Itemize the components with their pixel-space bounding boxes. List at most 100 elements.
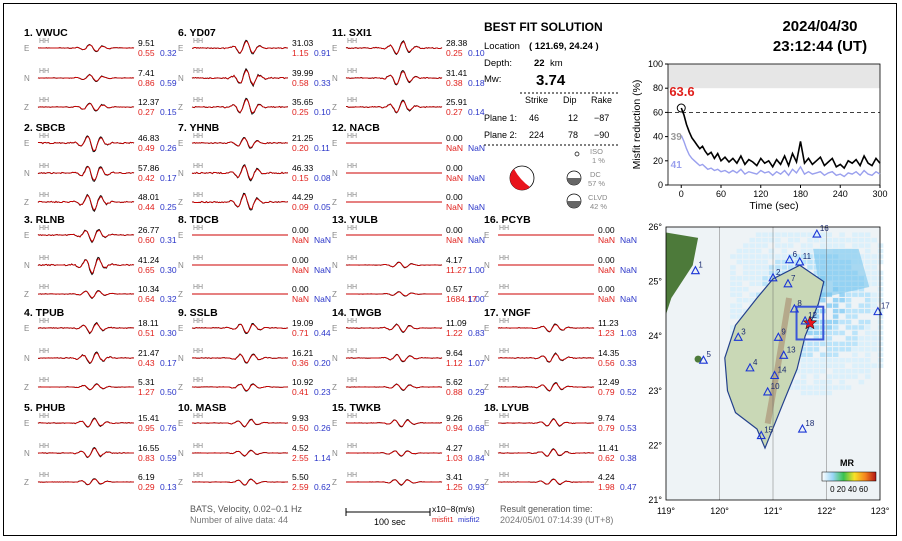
mr-cell: [775, 265, 781, 270]
channel-label: HH: [193, 68, 203, 75]
upper-band: [668, 64, 880, 89]
synthetic-trace: [37, 103, 135, 111]
mr-cell: [845, 374, 852, 379]
misfit2-value: 0.18: [468, 78, 485, 88]
channel-label: HH: [39, 192, 49, 199]
x-tick-label: 60: [716, 189, 726, 199]
station-title: 8. TDCB: [178, 214, 219, 226]
mr-cell: [736, 314, 743, 319]
y-tick-label: 40: [653, 132, 663, 142]
mr-cell: [845, 336, 852, 341]
mr-cell: [871, 276, 877, 281]
station-id: 1: [698, 261, 703, 270]
station-title: 7. YHNB: [178, 122, 220, 134]
synthetic-trace: [37, 322, 135, 334]
mr-cell: [820, 243, 826, 248]
annotation-41: 41: [671, 160, 683, 171]
mr-cell: [768, 237, 775, 243]
amplitude-value: 0.00: [292, 284, 309, 294]
mr-cell: [800, 379, 807, 385]
amplitude-value: 5.31: [138, 377, 155, 387]
misfit1-value: 1.12: [446, 358, 463, 368]
footer-line1: BATS, Velocity, 0.02−0.1 Hz: [190, 504, 302, 514]
component-label: E: [332, 231, 337, 240]
mr-cell: [826, 232, 832, 237]
mr-cell: [852, 352, 858, 357]
mr-cell: [755, 292, 762, 297]
channel-label: HH: [39, 97, 49, 104]
station-marker: [698, 355, 709, 364]
iso-label: ISO: [590, 147, 603, 156]
amplitude-value: 12.49: [598, 377, 620, 387]
station-id: 9: [781, 327, 786, 336]
synthetic-trace: [37, 136, 135, 151]
station-title: 11. SXI1: [332, 27, 372, 39]
mr-cell: [839, 363, 845, 368]
mr-cell: [813, 330, 820, 336]
amplitude-value: 11.23: [598, 318, 619, 328]
misfit1-value: 0.20: [292, 143, 309, 153]
mr-cell: [800, 248, 807, 254]
y-axis-label: Misfit reduction (%): [631, 80, 643, 170]
mr-cell: [820, 368, 826, 374]
amplitude-value: 19.09: [292, 318, 314, 328]
synthetic-trace: [191, 98, 289, 114]
mr-cell: [775, 237, 781, 243]
mr-cell: [858, 363, 865, 368]
misfit1-value: NaN: [446, 173, 463, 183]
mr-cell: [807, 259, 813, 265]
mr-cell: [820, 379, 826, 385]
synthetic-trace: [191, 69, 289, 86]
station-title: 17. YNGF: [484, 307, 531, 319]
misfit1-value: 0.09: [292, 202, 309, 212]
mr-cell: [865, 259, 871, 265]
component-label: E: [484, 324, 489, 333]
amplitude-value: 21.47: [138, 348, 160, 358]
synthetic-trace: [191, 323, 289, 334]
misfit2-value: 1.07: [468, 358, 485, 368]
synthetic-trace: [38, 290, 135, 299]
amplitude-value: 10.92: [292, 377, 314, 387]
mr-cell: [820, 363, 826, 368]
station-marker: [768, 272, 778, 282]
mr-cell: [839, 292, 845, 297]
amplitude-value: 11.09: [446, 318, 467, 328]
mr-cell: [858, 254, 865, 259]
mr-cell: [865, 292, 871, 297]
misfit2-value: 0.52: [620, 387, 637, 397]
channel-label: HH: [193, 97, 203, 104]
misfit2-value: 0.32: [160, 48, 177, 58]
misfit1-value: NaN: [292, 265, 309, 275]
component-label: N: [484, 354, 490, 363]
epicenter-star: [802, 315, 818, 330]
misfit1-value: NaN: [598, 235, 615, 245]
mr-cell: [800, 385, 807, 390]
component-label: E: [332, 324, 337, 333]
misfit2-value: NaN: [468, 173, 485, 183]
mr-cell: [858, 336, 865, 341]
misfit1-value: 1.25: [446, 482, 463, 492]
mr-cell: [826, 347, 832, 352]
synthetic-trace: [497, 324, 595, 332]
y-tick-label: 100: [648, 59, 663, 69]
amplitude-value: 31.03: [292, 38, 314, 48]
mr-cell: [877, 347, 884, 352]
mr-cell: [800, 352, 807, 357]
misfit1-value: 0.62: [598, 453, 615, 463]
mr-cell: [762, 276, 768, 281]
mr-cell: [877, 243, 884, 248]
plot-frame: [667, 63, 881, 186]
channel-label: HH: [499, 318, 509, 325]
mr-cell: [813, 358, 820, 363]
amplitude-value: 9.26: [446, 413, 463, 423]
mr-cell: [852, 330, 858, 336]
channel-label: HH: [39, 413, 49, 420]
synthetic-trace: [38, 352, 135, 364]
mr-cell: [800, 363, 807, 368]
misfit1-value: 0.65: [138, 265, 155, 275]
mr-cell: [743, 276, 749, 281]
station-title: 6. YD07: [178, 27, 216, 39]
misfit2-value: 0.17: [160, 173, 177, 183]
solution-title: BEST FIT SOLUTION: [484, 20, 603, 34]
